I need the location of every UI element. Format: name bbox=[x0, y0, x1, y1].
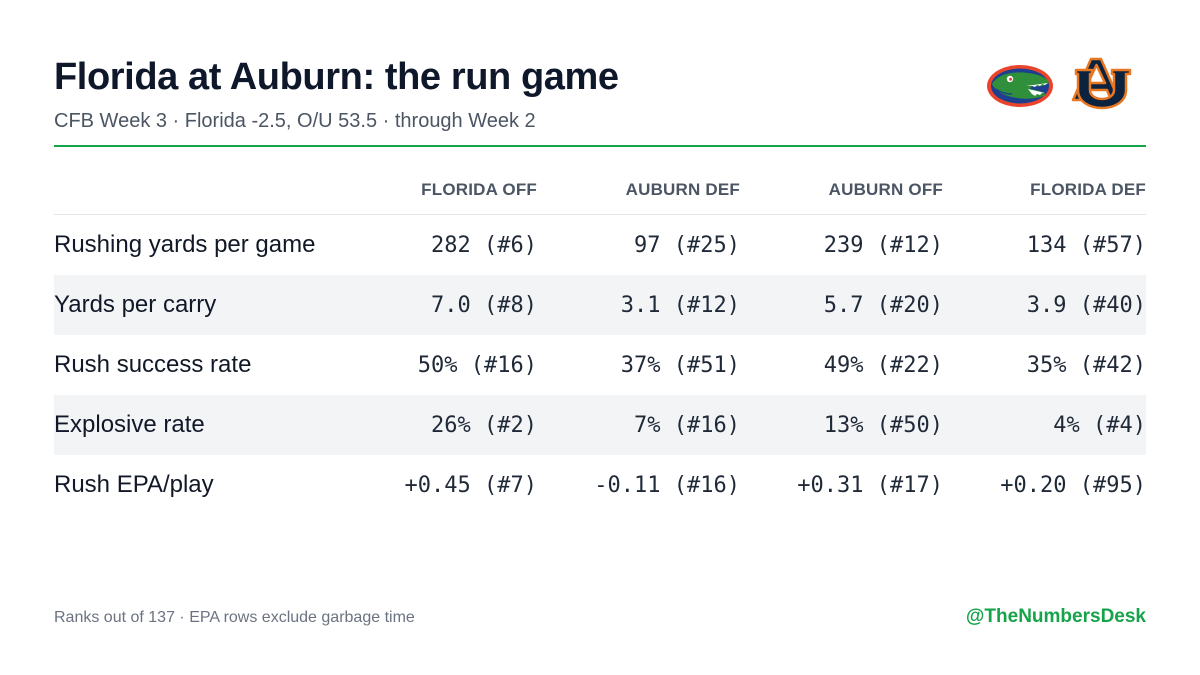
table-cell: 7% (#16) bbox=[537, 395, 740, 455]
table-row: Rush success rate 50% (#16) 37% (#51) 49… bbox=[54, 335, 1146, 395]
table-cell: 37% (#51) bbox=[620, 352, 740, 378]
table-cell: +0.45 (#7) bbox=[404, 472, 537, 498]
table-cell: 97 (#25) bbox=[634, 232, 740, 258]
row-label-yards-per-carry: Yards per carry bbox=[54, 275, 334, 335]
header-divider bbox=[54, 145, 1146, 147]
column-header-florida-def: FLORIDA DEF bbox=[943, 166, 1146, 215]
table-cell: 49% (#22) bbox=[823, 352, 943, 378]
table-cell: 239 (#12) bbox=[823, 232, 943, 258]
team-logos bbox=[986, 57, 1146, 118]
page-title: Florida at Auburn: the run game bbox=[54, 56, 619, 98]
florida-gators-logo bbox=[987, 65, 1053, 107]
table-cell: 134 (#57) bbox=[1026, 232, 1146, 258]
table-cell: 282 (#6) bbox=[431, 232, 537, 258]
column-header-florida-off: FLORIDA OFF bbox=[334, 166, 537, 215]
row-label-rushing-yards: Rushing yards per game bbox=[54, 231, 316, 258]
run-game-table: FLORIDA OFF AUBURN DEF AUBURN OFF FLORID… bbox=[54, 166, 1146, 515]
author-handle: @TheNumbersDesk bbox=[965, 606, 1146, 627]
auburn-tigers-logo bbox=[1071, 57, 1132, 110]
table-cell: -0.11 (#16) bbox=[594, 472, 740, 498]
table-cell: 50% (#16) bbox=[417, 352, 537, 378]
row-label-rush-epa-play: Rush EPA/play bbox=[54, 471, 214, 498]
table-cell: +0.20 (#95) bbox=[1000, 472, 1146, 498]
table-row: Rush EPA/play +0.45 (#7) -0.11 (#16) +0.… bbox=[54, 455, 1146, 515]
header: Florida at Auburn: the run game CFB Week… bbox=[54, 56, 1146, 148]
footnote: Ranks out of 137 · EPA rows exclude garb… bbox=[54, 609, 415, 626]
page-subtitle: CFB Week 3 · Florida -2.5, O/U 53.5 · th… bbox=[54, 110, 536, 132]
table-cell: 4% (#4) bbox=[943, 395, 1146, 455]
row-label-rush-success-rate: Rush success rate bbox=[54, 351, 252, 378]
table-cell: 7.0 (#8) bbox=[334, 275, 537, 335]
table-cell: 3.9 (#40) bbox=[943, 275, 1146, 335]
table-cell: 35% (#42) bbox=[1026, 352, 1146, 378]
table-cell: +0.31 (#17) bbox=[797, 472, 943, 498]
table-corner-cell bbox=[54, 166, 334, 215]
table-row: Yards per carry 7.0 (#8) 3.1 (#12) 5.7 (… bbox=[54, 275, 1146, 335]
table-row: Rushing yards per game 282 (#6) 97 (#25)… bbox=[54, 215, 1146, 276]
column-header-auburn-off: AUBURN OFF bbox=[740, 166, 943, 215]
table-cell: 13% (#50) bbox=[740, 395, 943, 455]
table-cell: 5.7 (#20) bbox=[740, 275, 943, 335]
table-header-row: FLORIDA OFF AUBURN DEF AUBURN OFF FLORID… bbox=[54, 166, 1146, 215]
table-cell: 26% (#2) bbox=[334, 395, 537, 455]
column-header-auburn-def: AUBURN DEF bbox=[537, 166, 740, 215]
table-cell: 3.1 (#12) bbox=[537, 275, 740, 335]
table-row: Explosive rate 26% (#2) 7% (#16) 13% (#5… bbox=[54, 395, 1146, 455]
row-label-explosive-rate: Explosive rate bbox=[54, 395, 334, 455]
